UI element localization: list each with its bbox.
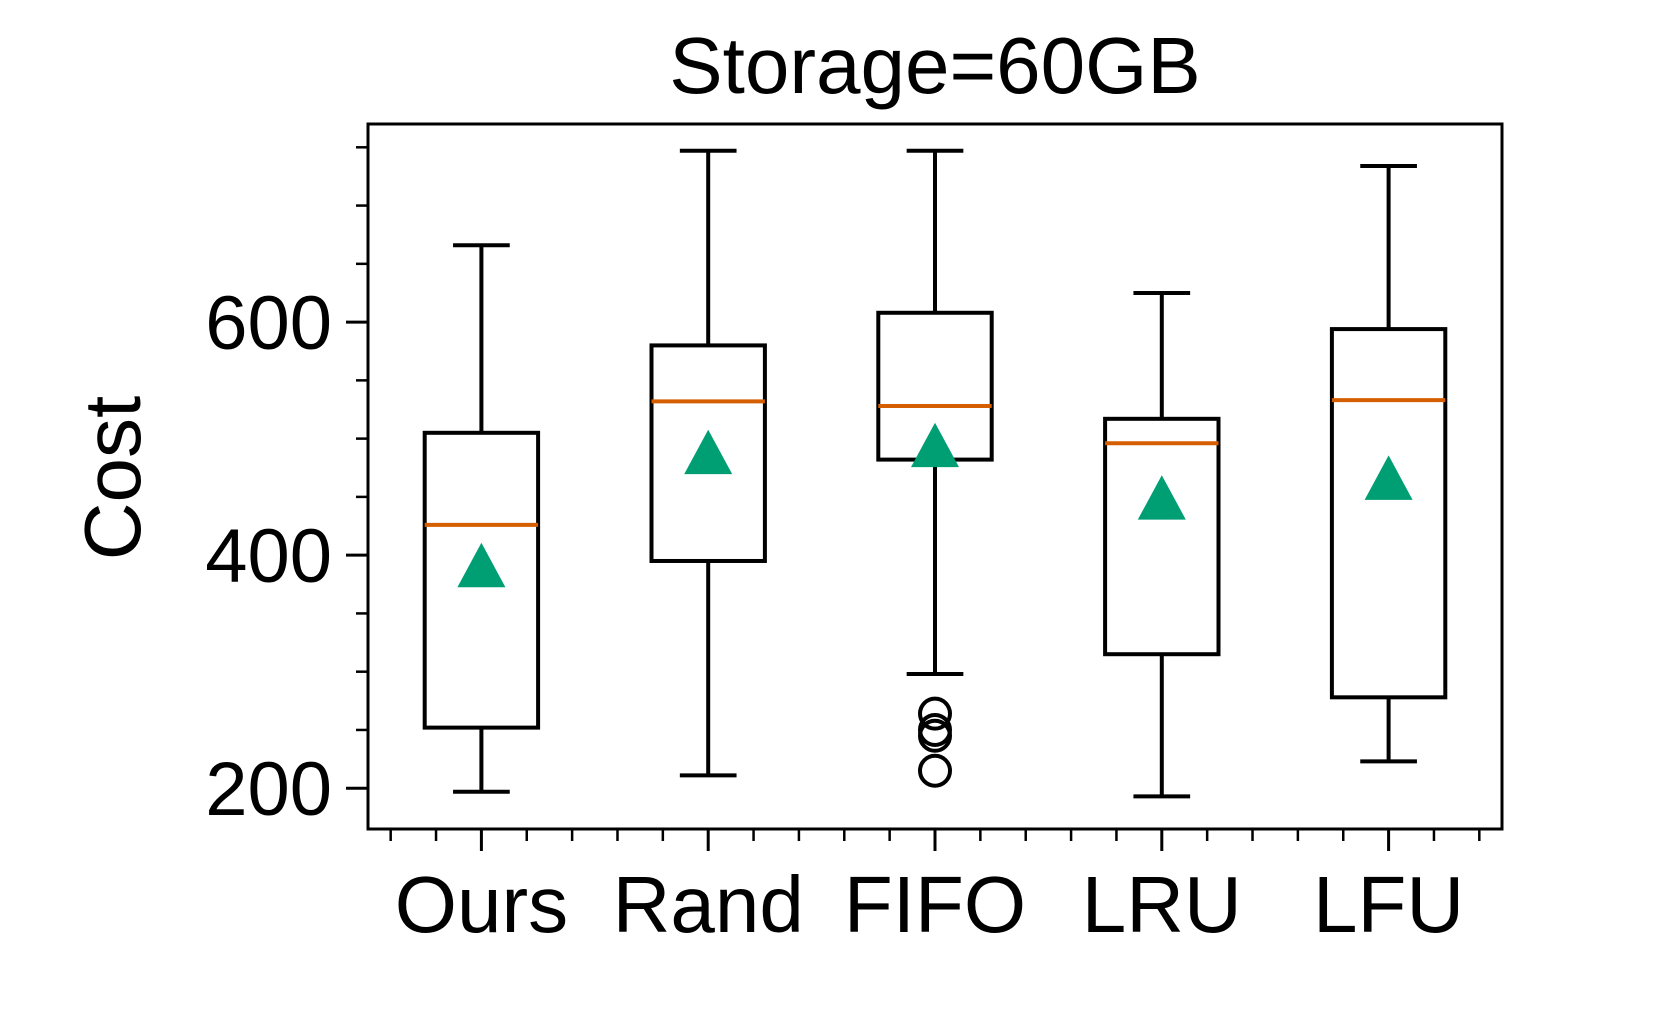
flier-point [918, 718, 952, 753]
iqr-box [1329, 327, 1448, 700]
y-tick-label: 600 [205, 281, 332, 366]
box-lfu [1329, 163, 1448, 764]
y-tick-label: 200 [205, 747, 332, 832]
x-tick-label: Rand [613, 860, 804, 949]
mean-marker [457, 542, 506, 588]
chart-title: Storage=60GB [669, 21, 1200, 110]
y-tick-label: 400 [205, 514, 332, 599]
flier-point [918, 753, 952, 788]
iqr-box [1103, 416, 1221, 657]
iqr-box [649, 343, 767, 563]
axis-ticks: 200 400 600 Ours Rand FIFO LRU LFU [205, 146, 1481, 949]
box-lru [1103, 290, 1221, 799]
x-tick-label: LFU [1313, 860, 1464, 949]
x-tick-label: Ours [395, 860, 568, 949]
x-tick-label: FIFO [844, 860, 1026, 949]
box-ours [422, 243, 541, 794]
iqr-box [422, 430, 541, 730]
box-rand [649, 148, 767, 778]
plot-frame [366, 122, 1504, 831]
mean-marker [1364, 455, 1413, 500]
mean-marker [684, 429, 733, 475]
flier-point [918, 696, 952, 731]
x-tick-label: LRU [1082, 860, 1242, 949]
y-axis-label: Cost [68, 396, 157, 561]
mean-marker [911, 422, 959, 468]
box-fifo [876, 148, 994, 788]
boxes-group [422, 148, 1448, 799]
mean-marker [1137, 475, 1186, 520]
